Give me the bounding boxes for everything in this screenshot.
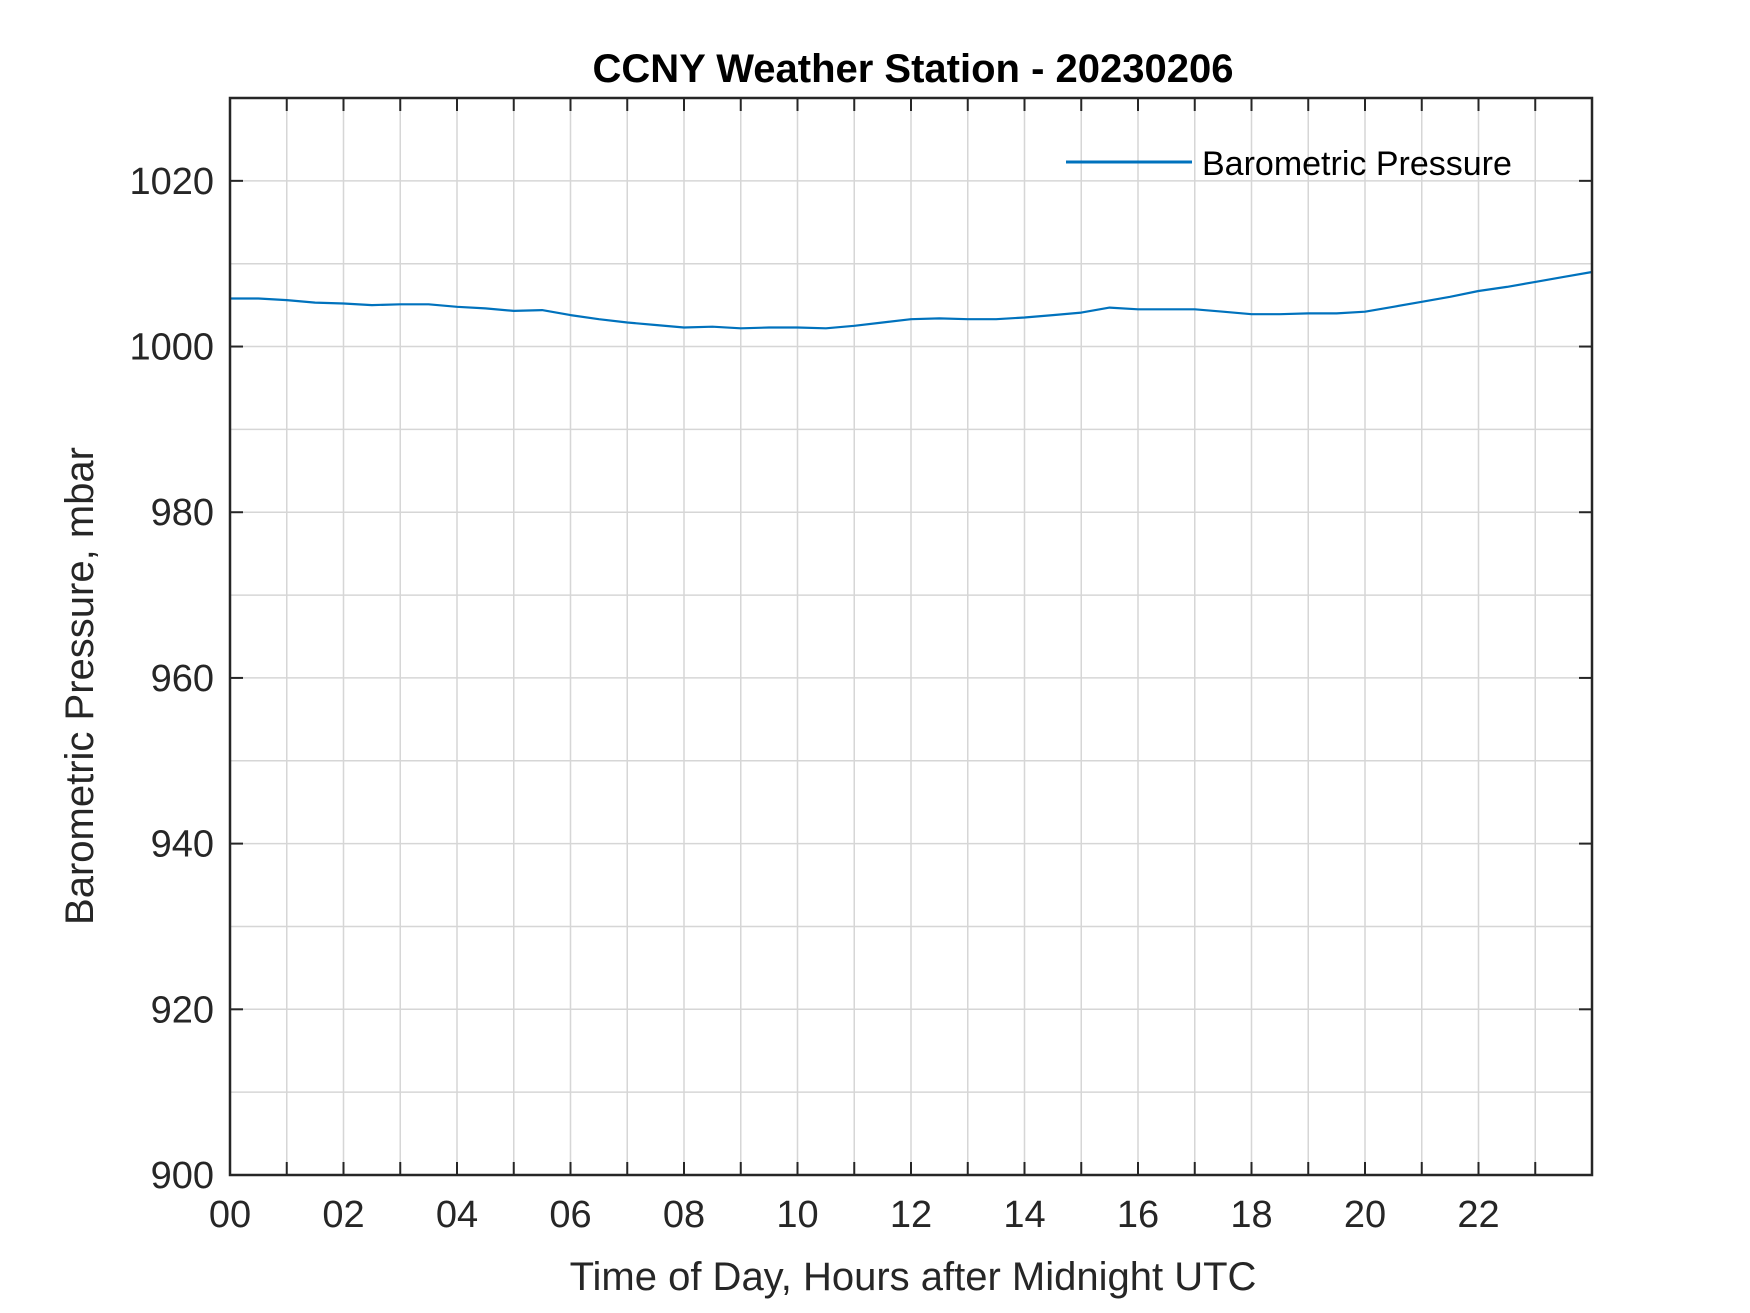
x-tick-label: 20 xyxy=(1344,1194,1386,1236)
x-tick-label: 16 xyxy=(1117,1194,1159,1236)
series-layer xyxy=(230,270,1593,330)
legend-label: Barometric Pressure xyxy=(1202,145,1512,183)
y-tick-label: 960 xyxy=(151,658,214,700)
y-tick-label: 940 xyxy=(151,824,214,866)
chart-title: CCNY Weather Station - 20230206 xyxy=(593,47,1234,91)
x-tick-label: 12 xyxy=(890,1194,932,1236)
tick-labels: 00 02 04 06 08 10 12 14 16 18 20 22 900 920 940 960 980 1… xyxy=(129,161,1499,1236)
x-tick-label: 02 xyxy=(322,1194,364,1236)
tick-marks xyxy=(230,98,1592,1176)
x-tick-label: 22 xyxy=(1457,1194,1499,1236)
grid-lines xyxy=(230,98,1592,1175)
x-tick-label: 06 xyxy=(549,1194,591,1236)
series-line-barometric-pressure xyxy=(230,270,1593,330)
x-tick-label: 10 xyxy=(776,1194,818,1236)
y-tick-label: 920 xyxy=(151,989,214,1031)
x-tick-label: 18 xyxy=(1230,1194,1272,1236)
x-tick-label: 08 xyxy=(663,1194,705,1236)
x-axis-label: Time of Day, Hours after Midnight UTC xyxy=(570,1255,1257,1299)
x-tick-label: 04 xyxy=(436,1194,478,1236)
legend: Barometric Pressure xyxy=(1066,145,1512,183)
y-axis-label: Barometric Pressure, mbar xyxy=(58,447,102,925)
x-tick-label: 00 xyxy=(209,1194,251,1236)
y-tick-label: 900 xyxy=(151,1155,214,1197)
x-tick-label: 14 xyxy=(1003,1194,1045,1236)
y-tick-label: 980 xyxy=(151,492,214,534)
y-tick-label: 1000 xyxy=(129,327,214,369)
y-tick-label: 1020 xyxy=(129,161,214,203)
